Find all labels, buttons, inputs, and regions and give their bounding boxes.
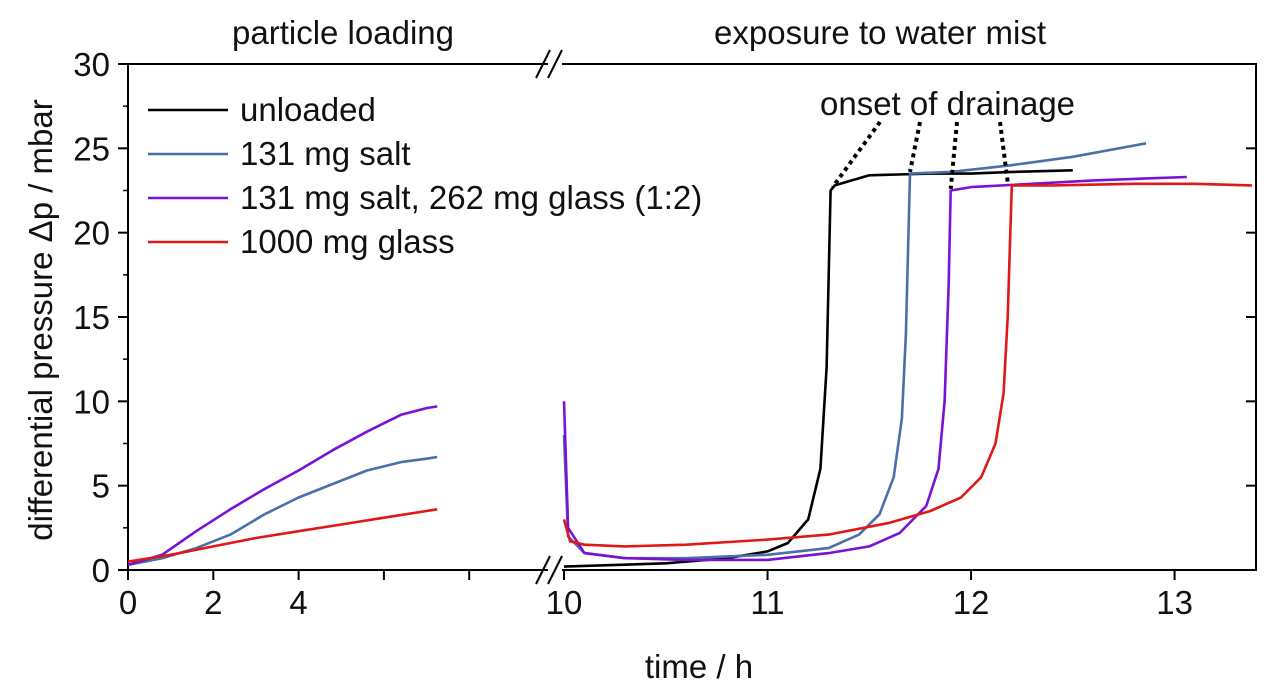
series-line-loading-1	[127, 455, 438, 567]
annotation-leader-2	[948, 121, 959, 190]
y-axis-label: differential pressure Δp / mbar	[22, 99, 59, 540]
x-axis-label: time / h	[645, 648, 753, 685]
x-tick-label-0: 0	[119, 584, 137, 621]
series-line-mist-3	[562, 182, 1252, 548]
segment-title-mist: exposure to water mist	[714, 14, 1046, 51]
annotation-leader-3	[998, 121, 1010, 183]
series-line-mist-0	[563, 169, 1073, 568]
series-layer	[127, 142, 1252, 568]
annotation-leader-1	[908, 121, 922, 173]
x-tick-label-11: 11	[750, 584, 784, 621]
x-tick-label-4: 4	[289, 584, 307, 621]
axis-break-mark-3	[547, 555, 563, 585]
series-line-mist-2	[562, 175, 1187, 562]
series-line-loading-3	[127, 508, 438, 563]
series-line-loading-2	[127, 405, 438, 567]
legend-label-1: 131 mg salt	[240, 135, 411, 172]
axis-break-mark-2	[535, 555, 551, 585]
segment-title-loading: particle loading	[232, 14, 454, 51]
axis-break-mark-0	[535, 49, 551, 79]
x-tick-label-10: 10	[546, 584, 583, 621]
y-tick-label-25: 25	[73, 130, 110, 167]
legend-label-0: unloaded	[240, 91, 376, 128]
x-tick-label-2: 2	[204, 584, 222, 621]
y-tick-label-0: 0	[92, 552, 110, 589]
legend-label-2: 131 mg salt, 262 mg glass (1:2)	[240, 179, 702, 216]
x-tick-label-13: 13	[1156, 584, 1193, 621]
axes-layer: particle loading exposure to water mist …	[22, 14, 1256, 685]
y-tick-label-10: 10	[73, 383, 110, 420]
legend: unloaded 131 mg salt 131 mg salt, 262 mg g…	[148, 91, 702, 260]
y-tick-label-30: 30	[73, 46, 110, 83]
y-tick-label-20: 20	[73, 215, 110, 252]
y-tick-label-15: 15	[73, 299, 110, 336]
annotation-leader-0	[831, 120, 882, 189]
x-tick-label-12: 12	[953, 584, 990, 621]
y-tick-label-5: 5	[92, 468, 110, 505]
annotation-onset-of-drainage: onset of drainage	[820, 85, 1075, 122]
annotation-layer: onset of drainage	[820, 85, 1075, 190]
axis-break-mark-1	[547, 49, 563, 79]
legend-label-3: 1000 mg glass	[240, 223, 455, 260]
